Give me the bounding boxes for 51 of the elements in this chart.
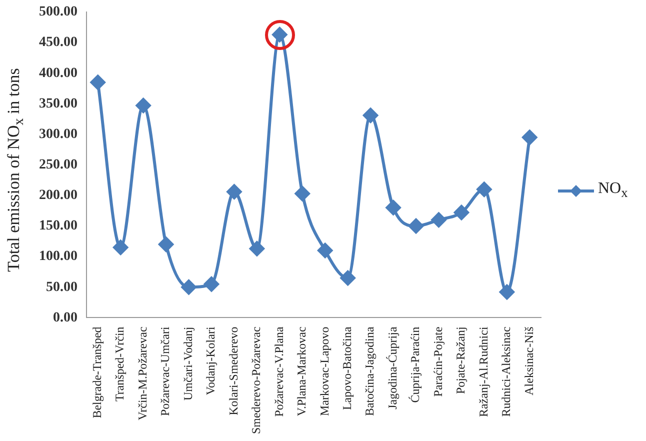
x-tick-label: V.Plana-Markovac <box>294 326 309 416</box>
x-tick-label: Ćuprija-Paraćin <box>408 326 422 403</box>
x-tick-label: Rudnici-Aleksinac <box>499 326 514 417</box>
point <box>226 184 242 200</box>
y-tick-label: 150.00 <box>39 218 78 234</box>
point <box>181 280 196 295</box>
y-tick-label: 400.00 <box>39 66 78 81</box>
point <box>454 205 469 220</box>
y-tick-label: 500.00 <box>39 4 78 20</box>
y-tick-label: 200.00 <box>39 188 78 204</box>
x-tick-label: Vrčin-M.Požarevac <box>135 326 150 420</box>
point <box>499 284 514 300</box>
point <box>522 130 538 145</box>
x-tick-label: Jagodina-Ćuprija <box>385 326 400 410</box>
point <box>476 182 492 197</box>
point <box>136 98 151 114</box>
legend-label: NO$_{x}$ <box>598 180 628 202</box>
x-tick-label: Požarevac-Umčari <box>158 326 172 416</box>
x-tick-label: Kolari-Smederevo <box>226 326 240 416</box>
x-tick-label: Paraćin-Pojate <box>430 326 445 397</box>
x-tick-label: Aleksinac-Niš <box>522 326 536 396</box>
x-tick-label: Belgrade-Tranšped <box>90 326 104 418</box>
y-tick-label: 100.00 <box>39 249 78 264</box>
x-tick-label: Požarevac-V.Plana <box>272 326 286 417</box>
x-tick-label: Lapovo-Batočina <box>340 326 354 410</box>
y-tick-label: 250.00 <box>39 157 78 172</box>
point <box>408 218 424 234</box>
point <box>249 241 264 256</box>
point <box>340 270 356 286</box>
x-tick-label: Ražanj-Al.Rudnici <box>476 326 490 418</box>
x-tick-label: Batočina-Jagodina <box>362 326 377 416</box>
x-tick-label: Markovac-Lapovo <box>317 326 332 416</box>
y-tick-label: 350.00 <box>39 96 78 112</box>
x-tick-label: Pojate-Ražanj <box>454 326 468 394</box>
point <box>113 240 128 255</box>
x-tick-label: Tranšped-Vrčin <box>112 326 127 402</box>
point <box>204 276 219 292</box>
point <box>431 212 446 228</box>
point <box>294 186 310 202</box>
point <box>386 200 401 216</box>
y-tick-label: 50.00 <box>46 280 78 295</box>
point <box>363 108 378 123</box>
x-tick-label: Umčari-Vodanj <box>180 326 195 400</box>
x-tick-label: Smederevo-Požarevac <box>249 326 264 434</box>
x-tick-label: Vodanj-Kolari <box>204 326 218 396</box>
y-tick-label: 300.00 <box>39 126 78 142</box>
point <box>158 236 174 252</box>
point <box>90 74 106 90</box>
y-tick-label: 0.00 <box>53 310 78 326</box>
point <box>318 242 333 258</box>
y-tick-label: 450.00 <box>39 35 78 50</box>
